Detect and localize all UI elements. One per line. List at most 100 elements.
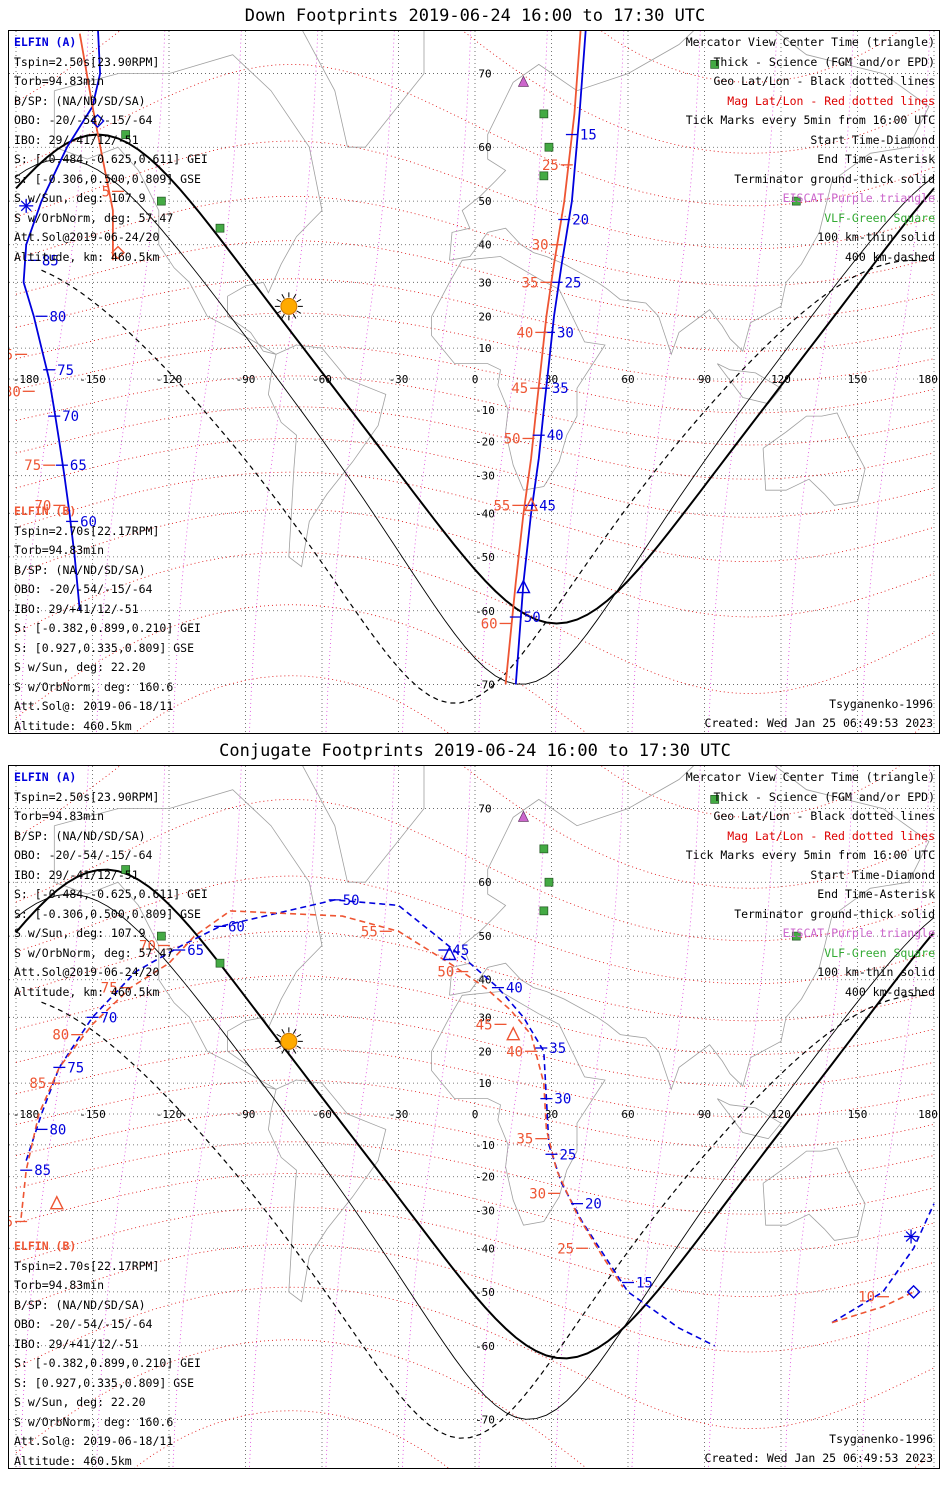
center-time-triangle [49,1195,64,1210]
lon-tick-label: 180 [918,1108,938,1121]
info-line: Altitude, km: 460.5km [14,249,160,264]
terminator-ground [15,868,935,1360]
info-line: OBO: -20/-54/-15/-64 [14,113,153,127]
lat-tick-label: 30 [478,276,491,289]
lat-tick-label: -20 [475,436,495,449]
mag-latitude-line [15,1079,935,1149]
start-time-diamond [90,114,105,128]
mag-latitude-line [15,1047,935,1118]
mag-latitude-line [15,1339,935,1468]
terminator-400km [41,259,929,704]
info-line: Torb=94.83min [14,74,105,88]
created-timestamp: Created: Wed Jan 25 06:49:53 2023 [704,1451,933,1465]
legend-item: Mag Lat/Lon - Red dotted lines [727,93,935,108]
panel-title-conjugate: Conjugate Footprints 2019-06-24 16:00 to… [219,741,731,761]
info-line: S w/OrbNorm, deg: 57.47 [14,945,174,960]
lat-tick-label: 40 [478,239,491,252]
legend-item: Mercator View Center Time (triangle) [685,770,935,784]
subsolar-point-icon [280,1032,298,1050]
elfin-a-label: ELFIN (A) [14,770,77,784]
elfin-a-tick-label: 80 [50,309,67,325]
elfin-a-tick-label: 25 [560,1147,577,1163]
map-legend: Mercator View Center Time (triangle) Thic… [686,33,935,267]
elfin-a-tick-label: 65 [70,458,87,474]
elfin-a-tick-label: 40 [547,428,564,444]
lat-tick-label: 60 [478,876,491,889]
coastline [716,1098,782,1140]
elfin-b-tick-label: 10 [858,1290,875,1306]
elfin-b-track [78,33,114,261]
elfin-a-tick-label: 25 [565,275,582,291]
elfin-b-tick-label: 45 [511,381,528,397]
elfin-b-tick-label: 25 [557,1241,574,1257]
mag-latitude-line [15,798,935,942]
elfin-b-tick-label: 70 [139,938,156,954]
elfin-a-tick-label: 15 [580,128,597,144]
sun-ray [292,293,297,299]
elfin-b-tick-label: 80 [9,384,21,400]
terminator-400km [41,994,929,1439]
elfin-a-tick-label: 60 [80,514,97,530]
elfin-b-label: ELFIN (B) [14,1239,77,1253]
lat-tick-label: 50 [478,930,491,943]
lon-tick-label: -30 [389,1108,409,1121]
sun-ray [281,313,285,319]
info-line: IBO: 29/-41/12/-51 [14,132,139,147]
lat-tick-label: -60 [475,1340,495,1353]
mag-latitude-line [15,278,935,352]
info-line: Att.Sol@: 2019-06-18/11 [14,699,174,713]
legend-item: Start Time-Diamond [810,132,935,147]
info-line: S: [0.927,0.335,0.809] GSE [14,1375,195,1390]
mag-latitude-line [15,1243,935,1353]
lon-tick-label: -120 [156,1108,183,1121]
lon-tick-label: -60 [312,1108,332,1121]
terminator-ground [15,133,935,625]
vlf-site-marker [121,130,131,139]
sun-ray [276,298,282,303]
elfin-b-tick-label: 35 [516,1132,533,1148]
vlf-site-marker [539,171,549,181]
elfin-b-label: ELFIN (B) [14,504,77,518]
coastline [762,412,866,506]
lon-tick-label: 120 [771,373,791,386]
lat-tick-label: -30 [475,470,495,483]
sun-ray [296,1033,302,1038]
lat-tick-label: 40 [478,974,491,987]
info-line: S: [-0.306,0.500,0.809] GSE [14,171,201,186]
sun-ray [296,1045,302,1049]
elfin-a-tick-label: 35 [552,381,569,397]
coastline [53,54,323,355]
elfin-b-tick-label: 85 [29,1076,46,1092]
lat-tick-label: 10 [478,342,491,355]
info-line: Altitude: 460.5km [14,718,132,733]
elfin-a-tick-label: 35 [549,1041,566,1057]
elfin-b-tick-label: 55 [361,924,378,940]
elfin-a-tick-label: 70 [62,409,79,425]
sun-ray [292,1048,297,1054]
vlf-site-marker [710,795,720,804]
elfin-a-tick-label: 30 [554,1092,571,1108]
lat-tick-label: 60 [478,141,491,154]
lat-tick-label: 30 [478,1011,491,1024]
panel-title-down: Down Footprints 2019-06-24 16:00 to 17:3… [244,6,706,26]
info-line: S: [-0.484,-0.625,0.611] GEI [14,152,208,166]
coastline [302,766,425,883]
lon-tick-label: 0 [472,373,479,386]
info-line: IBO: 29/-41/12/-51 [14,867,139,882]
center-time-triangle [442,945,457,961]
elfin-b-tick-label: 40 [516,325,533,341]
elfin-b-tick-label: 50 [504,431,521,447]
legend-item: Geo Lat/Lon - Black dotted lines [713,74,935,88]
legend-item: Tick Marks every 5min from 16:00 UTC [685,848,935,862]
vlf-site-marker [539,906,549,916]
vlf-site-marker [157,931,166,941]
info-line: S: [-0.306,0.500,0.809] GSE [14,906,201,921]
mag-meridian [325,31,395,733]
vlf-site-marker [539,109,549,119]
info-line: Tspin=2.70s[22.17RPM] [14,1258,160,1273]
coastline [431,991,606,1226]
elfin-b-tick-label: 45 [476,1017,493,1033]
elfin-a-label: ELFIN (A) [14,35,77,49]
elfin-b-conjugate-track [20,910,624,1288]
info-line: Tspin=2.50s[23.90RPM] [14,54,160,69]
